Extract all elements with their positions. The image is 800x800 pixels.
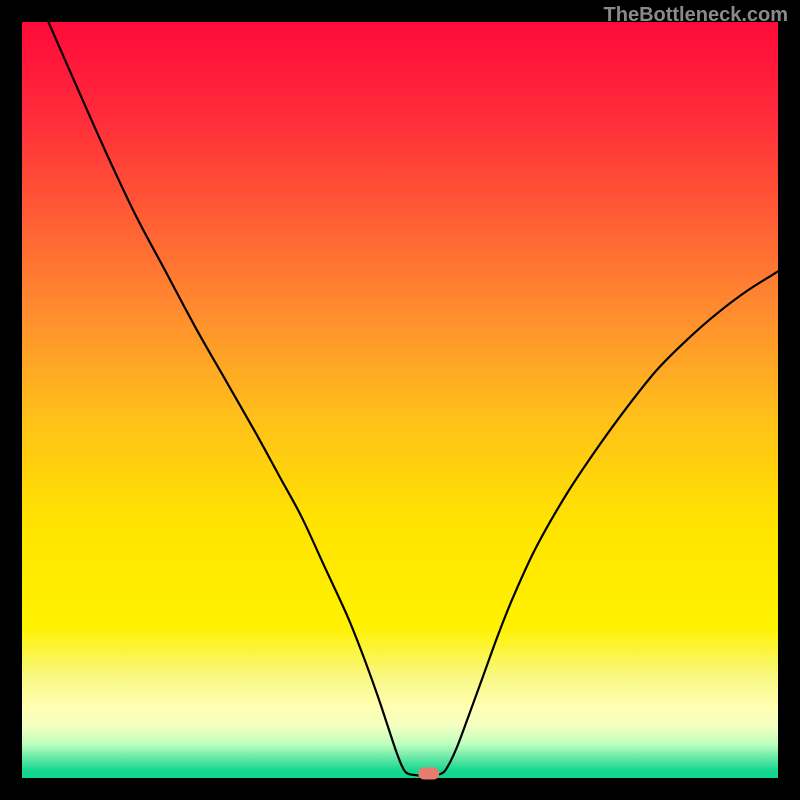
bottleneck-chart: TheBottleneck.com — [0, 0, 800, 800]
chart-svg — [0, 0, 800, 800]
optimal-marker — [418, 767, 439, 779]
plot-background — [22, 22, 778, 778]
watermark-text: TheBottleneck.com — [604, 4, 788, 27]
